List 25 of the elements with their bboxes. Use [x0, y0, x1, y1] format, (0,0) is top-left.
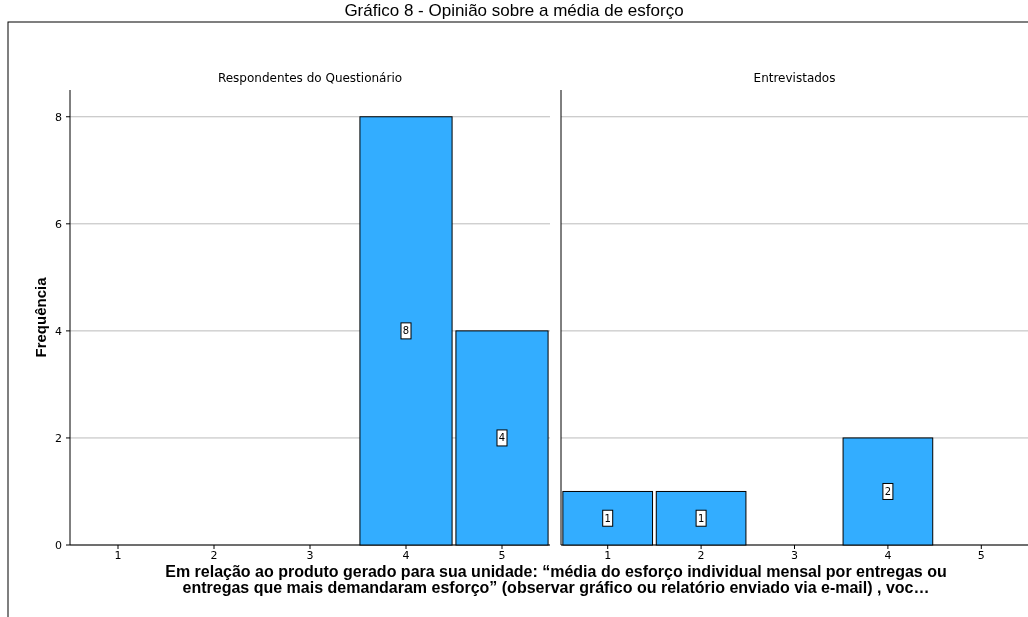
y-tick-label: 6	[55, 217, 62, 231]
x-tick-label: 3	[306, 549, 314, 562]
chart-subtitle: Respondentes do Questionário	[217, 71, 403, 85]
chart-subtitle: Entrevistados	[753, 71, 836, 85]
chart-title: Gráfico 8 - Opinião sobre a média de esforço	[344, 1, 684, 20]
y-axis-title: Frequência	[32, 276, 49, 358]
data-label: 1	[604, 512, 611, 524]
x-tick-label: 3	[791, 549, 798, 562]
x-tick-label: 5	[498, 549, 506, 562]
x-tick-label: 5	[977, 549, 985, 562]
x-tick-label: 2	[210, 549, 218, 562]
x-tick-label: 2	[697, 549, 705, 562]
data-label: 8	[402, 325, 410, 337]
x-tick-label: 4	[884, 549, 892, 562]
data-label: 4	[498, 432, 506, 444]
y-tick-label: 2	[55, 431, 62, 445]
x-tick-label: 4	[402, 549, 410, 562]
x-axis-title: Em relação ao produto gerado para sua unidade: “média do esforço individual mensal por entregas ou entregas que mais demandaram esforço” (observar gráfico ou relatório enviado via e-mail) , voc…	[165, 563, 947, 596]
data-label: 1	[697, 512, 705, 524]
data-label: 2	[884, 485, 892, 497]
x-tick-label: 1	[604, 549, 612, 562]
y-tick-label: 4	[55, 324, 62, 338]
y-tick-label: 0	[55, 538, 62, 552]
x-tick-label: 1	[114, 549, 122, 562]
y-tick-label: 8	[55, 110, 62, 124]
